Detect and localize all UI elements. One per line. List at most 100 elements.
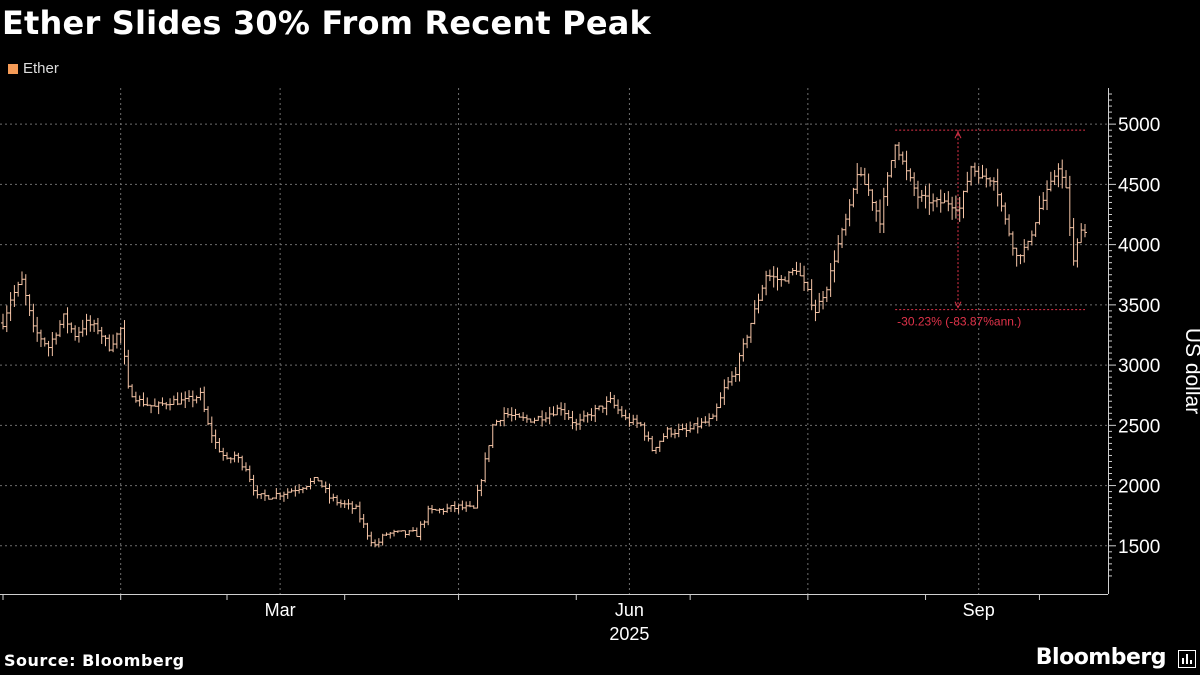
ohlc-bar: [232, 451, 237, 463]
ohlc-bar: [733, 366, 738, 382]
ohlc-bar: [524, 414, 529, 423]
ohlc-bar: [88, 315, 93, 332]
ohlc-bar: [175, 392, 180, 406]
ohlc-bar: [498, 419, 503, 427]
ohlc-bar: [388, 531, 393, 539]
ohlc-bar: [403, 530, 408, 538]
ohlc-bar: [84, 313, 89, 336]
ohlc-bar: [236, 452, 241, 463]
ohlc-bar: [919, 189, 924, 202]
ohlc-bar: [862, 167, 867, 186]
annotation-label: -30.23% (-83.87%ann.): [897, 315, 1021, 329]
ohlc-bar: [156, 401, 161, 415]
source-note: Source: Bloomberg: [4, 651, 185, 670]
ohlc-bar: [1007, 214, 1012, 237]
ohlc-bar: [843, 213, 848, 236]
ohlc-bar: [490, 423, 495, 449]
ohlc-bar: [243, 462, 248, 472]
ohlc-bar: [111, 334, 116, 353]
ohlc-bar: [452, 501, 457, 513]
ohlc-bar: [54, 332, 59, 345]
y-axis-title: US dollar: [1181, 328, 1200, 414]
ohlc-bar: [942, 193, 947, 204]
ohlc-bar: [122, 320, 127, 365]
ohlc-bar: [42, 337, 47, 347]
ohlc-bar: [1052, 170, 1057, 186]
ohlc-bar: [1071, 218, 1076, 266]
ohlc-bar: [228, 457, 233, 464]
ohlc-bar: [8, 292, 13, 322]
ohlc-bar: [710, 413, 715, 420]
ohlc-bar: [767, 269, 772, 282]
ohlc-bar: [92, 319, 97, 332]
ohlc-bar: [851, 187, 856, 208]
ohlc-bar: [152, 398, 157, 407]
ohlc-bar: [802, 265, 807, 291]
ohlc-bar: [141, 392, 146, 407]
ohlc-bar: [946, 191, 951, 212]
ohlc-bar: [950, 196, 955, 220]
y-tick-label: 3000: [1118, 356, 1160, 377]
ohlc-bar: [672, 429, 677, 439]
ohlc-bar: [885, 172, 890, 206]
ohlc-bar: [221, 447, 226, 461]
ohlc-bar: [953, 195, 958, 219]
y-tick-label: 3500: [1118, 296, 1160, 317]
ohlc-bar: [642, 422, 647, 441]
ohlc-bar: [430, 504, 435, 514]
ohlc-bar: [817, 292, 822, 313]
ohlc-bar: [384, 532, 389, 536]
ohlc-bar: [513, 408, 518, 421]
ohlc-bar: [414, 527, 419, 538]
ohlc-bar: [593, 404, 598, 423]
ohlc-bar: [1067, 175, 1072, 236]
gridlines: [0, 88, 1108, 594]
ohlc-bar: [1060, 159, 1065, 189]
ohlc-bar: [426, 505, 431, 526]
ohlc-bar: [395, 530, 400, 533]
ohlc-bar: [589, 408, 594, 421]
ohlc-bar: [240, 455, 245, 471]
ohlc-bar: [836, 235, 841, 264]
ohlc-bar: [760, 284, 765, 302]
ohlc-bar: [798, 262, 803, 277]
ohlc-bar: [559, 402, 564, 416]
x-tick-label: Sep: [963, 600, 995, 620]
x-tick-label: Mar: [265, 600, 296, 620]
ohlc-bar: [1022, 239, 1027, 263]
ohlc-bar: [794, 261, 799, 275]
ohlc-bar: [304, 485, 309, 490]
ohlc-bar: [300, 487, 305, 494]
ohlc-bar: [422, 520, 427, 528]
ohlc-bar: [16, 281, 21, 297]
ohlc-bar: [247, 465, 252, 483]
ohlc-bar: [840, 227, 845, 249]
ohlc-bar: [46, 340, 51, 357]
ohlc-bar: [783, 276, 788, 282]
x-year-label: 2025: [609, 624, 649, 644]
ohlc-bar: [756, 293, 761, 314]
ohlc-bar: [824, 286, 829, 303]
ohlc-bar: [1003, 202, 1008, 225]
ohlc-bar: [540, 410, 545, 427]
ohlc-bar: [187, 390, 192, 402]
ohlc-bar: [779, 275, 784, 287]
ohlc-bar: [604, 396, 609, 416]
ohlc-bar: [870, 189, 875, 211]
ohlc-bar: [988, 177, 993, 187]
ohlc-bar: [881, 187, 886, 234]
ohlc-bar: [900, 151, 905, 165]
ohlc-bar: [433, 508, 438, 511]
ohlc-bar: [418, 521, 423, 541]
bloomberg-wordmark: Bloomberg: [1035, 645, 1167, 670]
ohlc-bar: [722, 379, 727, 406]
ohlc-bar: [316, 476, 321, 482]
annotation: -30.23% (-83.87%ann.): [895, 129, 1085, 329]
ohlc-bar: [1029, 230, 1034, 246]
ohlc-bar: [995, 168, 1000, 207]
ohlc-bar: [369, 531, 374, 547]
ohlc-bar: [285, 488, 290, 499]
ohlc-bar: [752, 300, 757, 325]
ohlc-bar: [847, 199, 852, 227]
